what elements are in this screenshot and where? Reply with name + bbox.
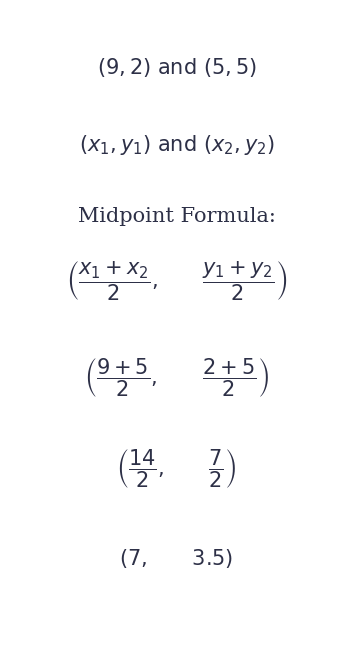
Text: Midpoint Formula:: Midpoint Formula: [78, 207, 275, 226]
Text: $\left(\dfrac{9 + 5}{2},\quad\quad \dfrac{2 + 5}{2}\right)$: $\left(\dfrac{9 + 5}{2},\quad\quad \dfra… [84, 357, 269, 399]
Text: $(x_1, y_1)$ and $(x_2, y_2)$: $(x_1, y_1)$ and $(x_2, y_2)$ [79, 133, 274, 158]
Text: $\left(\dfrac{14}{2},\quad\quad \dfrac{7}{2}\right)$: $\left(\dfrac{14}{2},\quad\quad \dfrac{7… [116, 447, 237, 490]
Text: $(9, 2)$ and $(5, 5)$: $(9, 2)$ and $(5, 5)$ [97, 56, 256, 79]
Text: $(7, \qquad 3.5)$: $(7, \qquad 3.5)$ [119, 547, 234, 570]
Text: $\left(\dfrac{x_1 + x_2}{2},\quad\quad \dfrac{y_1 + y_2}{2}\right)$: $\left(\dfrac{x_1 + x_2}{2},\quad\quad \… [66, 259, 287, 303]
